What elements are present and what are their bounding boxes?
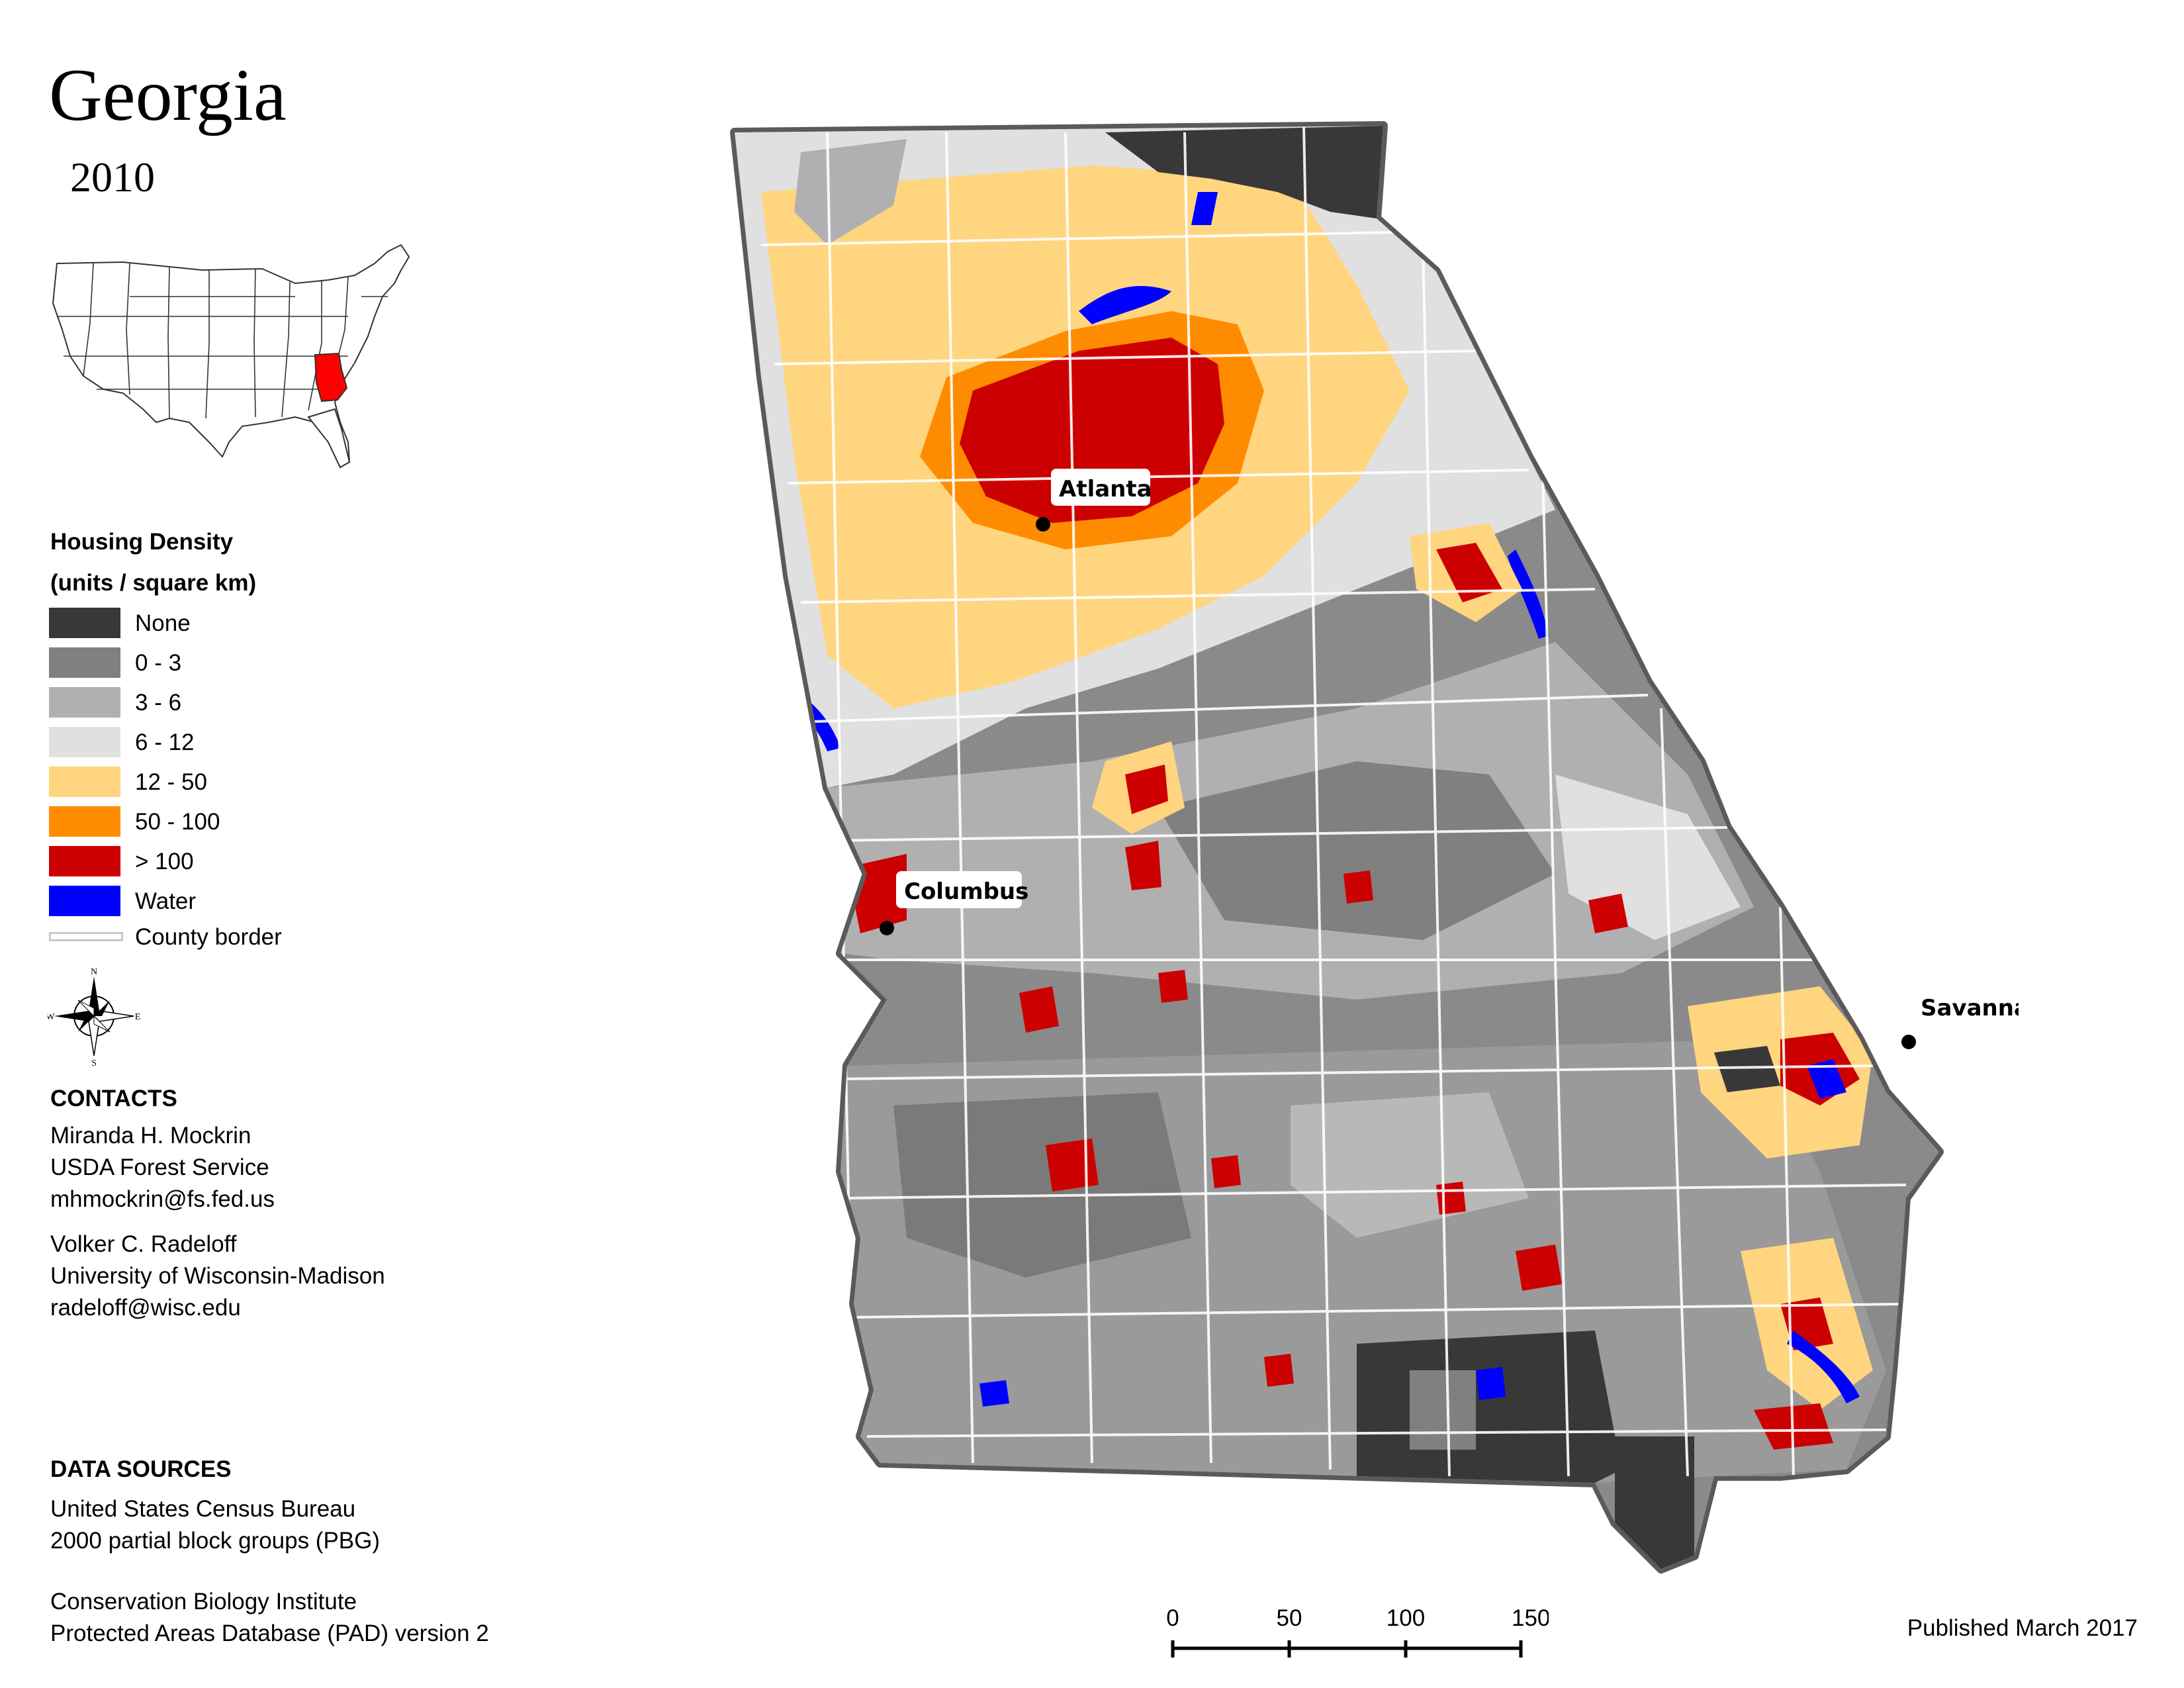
published-date: Published March 2017 <box>1907 1615 2138 1641</box>
legend-item: 3 - 6 <box>49 686 327 719</box>
legend-item: > 100 <box>49 845 327 878</box>
scale-tick-label: 0 <box>1166 1605 1179 1631</box>
legend-label: 6 - 12 <box>135 729 195 755</box>
data-source-2: Conservation Biology Institute Protected… <box>50 1586 489 1650</box>
city-marker-atlanta: Atlanta <box>1036 469 1152 532</box>
map-year: 2010 <box>70 154 155 201</box>
compass-n: N <box>91 967 97 977</box>
contact-email: mhmockrin@fs.fed.us <box>50 1186 275 1212</box>
legend-item: 50 - 100 <box>49 805 327 838</box>
legend-swatch <box>49 727 120 757</box>
city-marker-columbus: Columbus <box>880 871 1028 935</box>
legend-swatch <box>49 647 120 678</box>
legend-label: > 100 <box>135 849 194 874</box>
legend-label: 12 - 50 <box>135 769 207 795</box>
legend-swatch <box>49 846 120 876</box>
contact-name: Miranda H. Mockrin <box>50 1123 251 1149</box>
legend-title: Housing Density (units / square km) <box>50 522 256 604</box>
scale-tick-label: 50 <box>1277 1605 1302 1631</box>
contact-email: radeloff@wisc.edu <box>50 1295 241 1321</box>
legend-label: 50 - 100 <box>135 809 220 835</box>
legend-item: 12 - 50 <box>49 765 327 798</box>
compass-w: W <box>48 1012 55 1022</box>
legend-swatch <box>49 608 120 638</box>
compass-rose-icon: N S E W <box>48 967 140 1066</box>
data-source-line: 2000 partial block groups (PBG) <box>50 1528 381 1554</box>
legend-title-line2: (units / square km) <box>50 570 257 596</box>
county-borders <box>760 126 1907 1477</box>
contact-name: Volker C. Radeloff <box>50 1231 237 1257</box>
contact-person-1: Miranda H. Mockrin USDA Forest Service m… <box>50 1120 275 1215</box>
scale-tick-label: 100 <box>1387 1605 1425 1631</box>
data-sources-heading: DATA SOURCES <box>50 1456 232 1482</box>
density-raster <box>735 126 1939 1569</box>
legend-label: None <box>135 610 191 636</box>
legend-item-county-border: County border <box>49 920 327 953</box>
georgia-housing-density-map: Atlanta Columbus Savannah <box>730 121 2019 1573</box>
legend-label: Water <box>135 888 197 914</box>
legend-swatch <box>49 767 120 797</box>
data-source-line: Protected Areas Database (PAD) version 2 <box>50 1620 489 1646</box>
legend-label: County border <box>135 924 282 950</box>
georgia-highlight <box>314 352 348 402</box>
contact-org: University of Wisconsin-Madison <box>50 1263 385 1289</box>
data-source-line: United States Census Bureau <box>50 1496 356 1522</box>
legend-swatch <box>49 687 120 718</box>
data-source-1: United States Census Bureau 2000 partial… <box>50 1493 380 1557</box>
legend-item: Water <box>49 884 327 917</box>
contact-org: USDA Forest Service <box>50 1154 269 1180</box>
contact-person-2: Volker C. Radeloff University of Wiscons… <box>50 1229 385 1324</box>
compass-e: E <box>135 1012 140 1022</box>
legend-swatch <box>49 806 120 837</box>
legend-item: 0 - 3 <box>49 646 327 679</box>
scale-tick-label: 150 km <box>1512 1605 1549 1631</box>
legend-label: 3 - 6 <box>135 690 182 716</box>
map-title: Georgia <box>49 54 287 136</box>
contacts-heading: CONTACTS <box>50 1086 177 1111</box>
legend-swatch <box>49 886 120 916</box>
legend-item: 6 - 12 <box>49 726 327 759</box>
legend-title-line1: Housing Density <box>50 529 234 555</box>
compass-s: S <box>91 1058 97 1066</box>
legend-item: None <box>49 606 327 639</box>
city-label-columbus: Columbus <box>904 878 1028 905</box>
us-locator-inset-map <box>52 244 410 469</box>
legend-label: 0 - 3 <box>135 650 182 676</box>
data-source-line: Conservation Biology Institute <box>50 1589 357 1615</box>
scale-bar: 0 50 100 150 km <box>1166 1605 1549 1658</box>
city-label-atlanta: Atlanta <box>1059 476 1152 502</box>
city-marker-savannah: Savannah <box>1901 995 2019 1049</box>
county-border-swatch <box>49 932 123 941</box>
city-label-savannah: Savannah <box>1921 995 2019 1021</box>
